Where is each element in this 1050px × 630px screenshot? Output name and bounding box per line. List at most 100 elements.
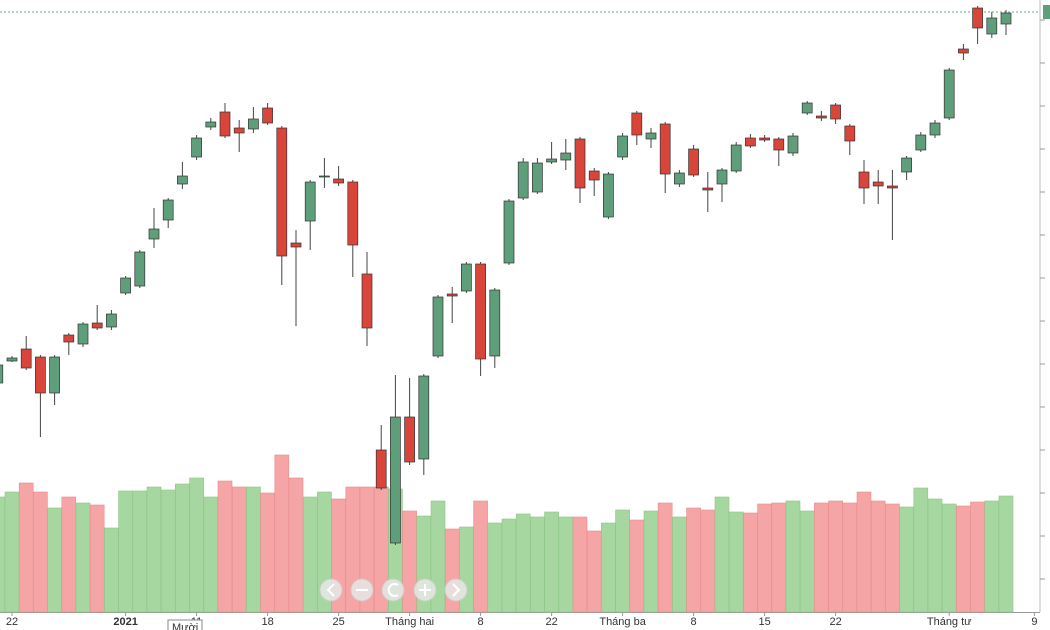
candle-body <box>1000 12 1012 25</box>
volume-bar <box>288 477 304 613</box>
x-tick-label: 2021 <box>113 616 137 628</box>
candle-body <box>901 157 912 173</box>
candle-body <box>162 199 174 221</box>
volume-bar <box>572 516 588 613</box>
candle-body <box>91 322 103 329</box>
candle-body <box>532 162 543 193</box>
scroll-right-button[interactable] <box>444 578 468 602</box>
candle-body <box>546 158 557 163</box>
volume-bar <box>558 516 574 613</box>
volume-bar <box>132 490 148 613</box>
volume-bar <box>0 496 6 613</box>
candle-body <box>972 7 983 29</box>
candle-body <box>347 181 359 246</box>
candle-body <box>645 132 657 140</box>
volume-bar <box>956 505 971 613</box>
volume-bar <box>231 486 247 613</box>
volume-bar <box>927 498 943 613</box>
volume-bar <box>402 510 417 613</box>
volume-bar <box>743 512 758 613</box>
candle-body <box>787 135 799 154</box>
volume-bar <box>61 496 77 613</box>
candle-body <box>6 357 18 362</box>
zoom-out-button[interactable] <box>350 578 374 602</box>
volume-bar <box>515 513 531 613</box>
candle-body <box>830 104 841 120</box>
volume-bar <box>601 522 616 613</box>
candle-body <box>588 170 600 181</box>
volume-bar <box>856 491 872 613</box>
volume-bar <box>785 500 801 613</box>
candle-body <box>688 148 699 176</box>
candle-body <box>276 127 288 257</box>
volume-bar <box>146 486 162 613</box>
volume-bar <box>104 527 119 613</box>
candle-body <box>432 296 444 357</box>
candle-body <box>603 173 614 218</box>
volume-bar <box>544 511 559 613</box>
x-tick-label: Tháng hai <box>385 616 434 628</box>
candle-body <box>205 121 217 128</box>
volume-bar <box>118 490 133 613</box>
volume-bar <box>487 522 503 613</box>
candle-body <box>63 334 75 343</box>
candle-body <box>219 111 231 137</box>
x-tick-label: 18 <box>261 616 273 628</box>
candle-body <box>148 228 160 240</box>
zoom-in-button[interactable] <box>413 578 437 602</box>
last-price-marker <box>1043 5 1050 19</box>
volume-bar <box>984 500 1000 613</box>
candle-body <box>290 242 302 248</box>
candle-body <box>418 375 430 460</box>
volume-bar <box>870 500 886 613</box>
volume-bar <box>657 502 673 613</box>
candle-body <box>106 313 117 328</box>
candle-body <box>887 185 898 189</box>
candle-body <box>390 416 401 544</box>
candle-body <box>404 416 415 463</box>
candle-body <box>248 118 259 130</box>
x-tick-label: 22 <box>545 616 557 628</box>
candle-body <box>0 364 4 384</box>
volume-bar <box>18 482 34 613</box>
volume-bar <box>757 503 772 613</box>
candle-body <box>759 137 770 141</box>
volume-bar <box>842 502 858 613</box>
candle-body <box>120 277 131 294</box>
candle-body <box>702 187 714 191</box>
volume-bar <box>33 491 48 613</box>
volume-bar <box>89 504 105 613</box>
volume-bar <box>260 492 275 613</box>
volume-bar <box>885 503 900 613</box>
reset-button[interactable] <box>381 578 405 602</box>
volume-bar <box>970 501 985 613</box>
candle-body <box>560 152 572 161</box>
scroll-left-button[interactable] <box>319 578 343 602</box>
volume-bar <box>473 500 488 613</box>
candle-body <box>20 348 32 369</box>
candle-body <box>333 178 344 184</box>
volume-bar <box>714 496 730 613</box>
candle-body <box>844 125 856 142</box>
candle-body <box>801 102 813 114</box>
candle-body <box>134 251 146 287</box>
x-tick-label: Tháng ba <box>599 616 646 628</box>
x-tick-label: 25 <box>332 616 344 628</box>
candle-body <box>730 144 742 172</box>
candle-body <box>233 127 245 134</box>
volume-bar <box>728 511 744 613</box>
candle-body <box>659 123 671 175</box>
volume-bar <box>913 487 929 613</box>
candle-body <box>319 175 330 178</box>
candle-body <box>49 356 60 394</box>
candle-body <box>461 263 472 292</box>
volume-bar <box>203 496 219 613</box>
candle-body <box>191 137 202 158</box>
volume-bar <box>998 495 1014 613</box>
volume-bar <box>799 510 815 613</box>
candle-body <box>375 449 387 489</box>
volume-bar <box>771 502 787 613</box>
candle-body <box>35 356 46 394</box>
candle-body <box>361 273 373 329</box>
